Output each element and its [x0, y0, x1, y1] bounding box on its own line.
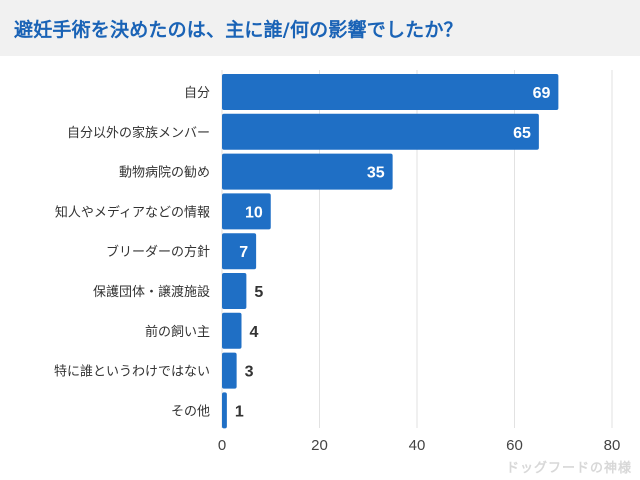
x-tick-label: 20	[311, 437, 328, 454]
chart-title: 避妊手術を決めたのは、主に誰/何の影響でしたか？	[14, 18, 463, 41]
x-tick-label: 60	[506, 437, 523, 454]
bar	[222, 233, 257, 270]
bar	[222, 273, 247, 309]
category-label: 特に誰というわけではない	[54, 364, 210, 380]
category-label: 自分以外の家族メンバー	[67, 125, 210, 141]
data-label: 5	[254, 284, 263, 301]
data-label: 7	[239, 244, 248, 261]
data-label: 35	[367, 165, 385, 182]
bar-chart: 69 65 35 10 7 5 4 3 1 自分自分以外の家族メンバー動物病院の勧め知人やメディ…	[54, 70, 621, 454]
bar	[222, 113, 539, 150]
category-labels: 自分自分以外の家族メンバー動物病院の勧め知人やメディアなどの情報ブリーダーの方針…	[54, 86, 210, 419]
category-label: 知人やメディアなどの情報	[55, 204, 210, 220]
data-label: 10	[245, 204, 263, 221]
category-label: ブリーダーの方針	[106, 244, 210, 260]
title-bar: 避妊手術を決めたのは、主に誰/何の影響でしたか？	[0, 0, 640, 56]
bars: 69 65 35 10 7 5 4 3 1	[222, 74, 559, 429]
x-tick-label: 40	[409, 437, 426, 454]
data-label: 4	[250, 324, 259, 341]
data-label: 69	[533, 85, 551, 102]
category-label: 保護団体・譲渡施設	[93, 284, 210, 300]
watermark-logo: ドッグフードの神様	[505, 461, 632, 476]
data-label: 1	[235, 403, 244, 420]
category-label: その他	[171, 404, 210, 419]
category-label: 前の飼い主	[145, 324, 210, 340]
category-label: 自分	[184, 86, 210, 101]
data-label: 65	[513, 125, 531, 142]
bar	[222, 392, 227, 429]
data-label: 3	[245, 364, 254, 381]
bar	[222, 312, 242, 349]
bar	[222, 74, 559, 110]
bar	[222, 352, 237, 389]
x-tick-label: 0	[218, 437, 226, 454]
bar	[222, 153, 393, 190]
bar	[222, 193, 271, 230]
x-tick-label: 80	[604, 437, 621, 454]
category-label: 動物病院の勧め	[119, 165, 210, 181]
x-axis-ticks: 0 20 40 60 80	[218, 437, 621, 454]
